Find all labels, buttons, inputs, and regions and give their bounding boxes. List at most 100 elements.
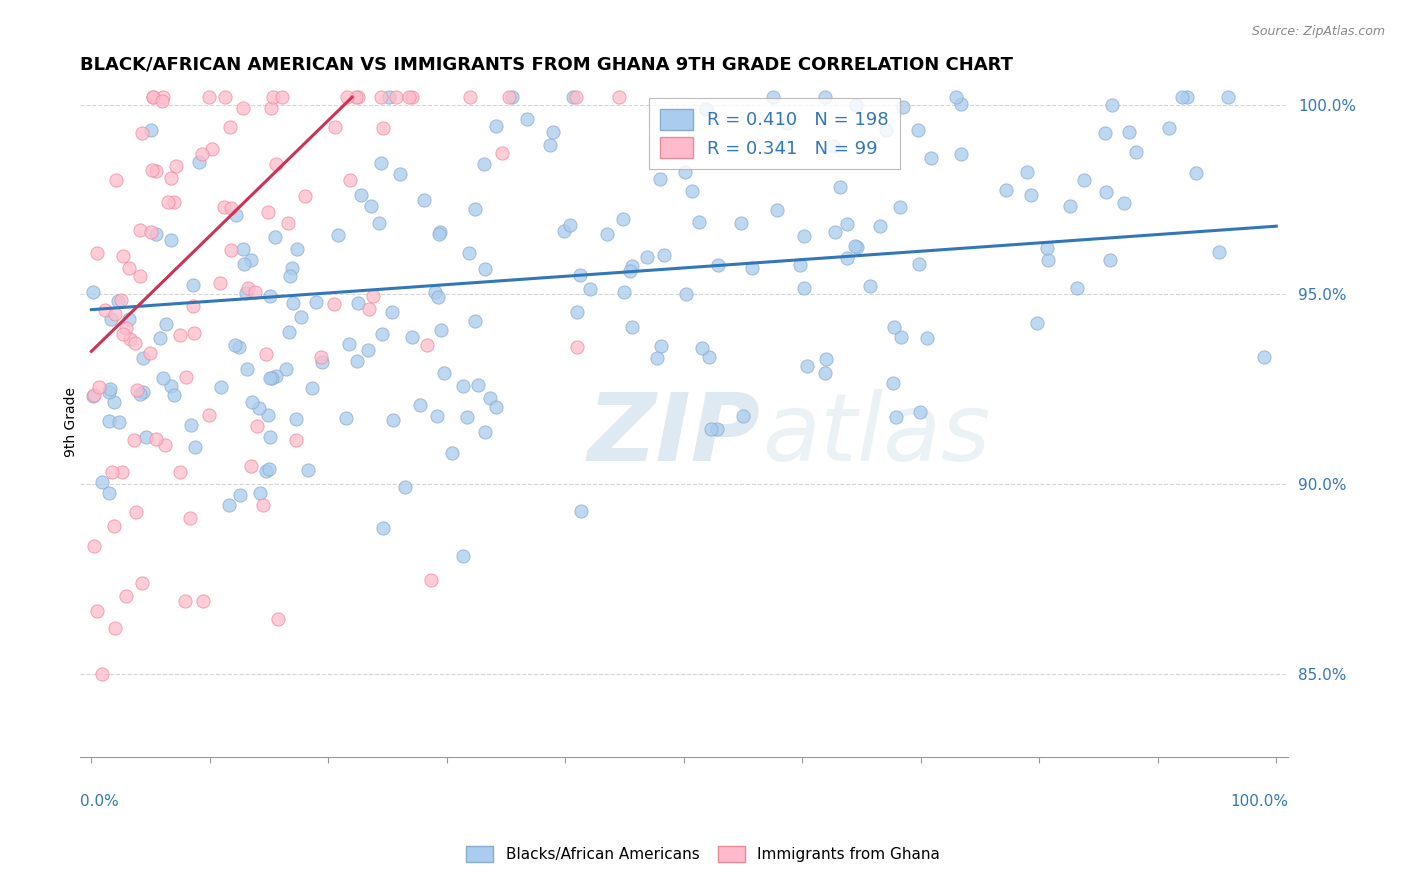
- Point: [94, 302, 117, 317]
- Point: [706, 258, 728, 272]
- Point: [262, 90, 284, 104]
- Point: [112, 326, 135, 341]
- Point: [893, 100, 915, 114]
- Point: [131, 575, 153, 590]
- Point: [401, 90, 423, 104]
- Point: [294, 189, 316, 203]
- Point: [183, 326, 205, 340]
- Point: [908, 257, 931, 271]
- Legend: Blacks/African Americans, Immigrants from Ghana: Blacks/African Americans, Immigrants fro…: [460, 840, 946, 868]
- Point: [762, 90, 785, 104]
- Point: [181, 277, 204, 292]
- Point: [141, 163, 163, 178]
- Point: [346, 354, 368, 368]
- Point: [264, 368, 287, 383]
- Point: [1159, 120, 1181, 135]
- Point: [821, 138, 844, 153]
- Point: [111, 465, 134, 479]
- Point: [122, 433, 145, 447]
- Point: [236, 280, 259, 294]
- Point: [648, 172, 671, 186]
- Point: [243, 285, 266, 300]
- Point: [101, 465, 124, 479]
- Point: [141, 123, 163, 137]
- Point: [165, 159, 187, 173]
- Point: [142, 90, 165, 104]
- Point: [214, 90, 236, 104]
- Point: [607, 90, 630, 104]
- Point: [789, 259, 811, 273]
- Point: [103, 519, 125, 533]
- Point: [132, 385, 155, 400]
- Point: [385, 90, 408, 104]
- Point: [135, 430, 157, 444]
- Point: [115, 589, 138, 603]
- Point: [1066, 281, 1088, 295]
- Point: [908, 405, 931, 419]
- Point: [83, 539, 105, 553]
- Point: [335, 410, 357, 425]
- Point: [198, 90, 221, 104]
- Point: [169, 328, 191, 343]
- Point: [104, 621, 127, 635]
- Point: [225, 208, 247, 222]
- Point: [118, 261, 141, 276]
- Point: [337, 337, 360, 351]
- Point: [208, 277, 231, 291]
- Point: [240, 253, 263, 268]
- Point: [260, 371, 283, 385]
- Point: [498, 90, 520, 104]
- Point: [118, 332, 141, 346]
- Point: [347, 296, 370, 310]
- Point: [153, 438, 176, 452]
- Point: [1094, 126, 1116, 140]
- Point: [467, 378, 489, 392]
- Point: [382, 413, 405, 427]
- Point: [278, 325, 301, 339]
- Point: [1019, 188, 1042, 202]
- Point: [254, 464, 277, 478]
- Point: [451, 549, 474, 563]
- Point: [82, 389, 104, 403]
- Point: [187, 154, 209, 169]
- Point: [209, 380, 232, 394]
- Point: [620, 259, 643, 273]
- Point: [568, 268, 591, 282]
- Point: [256, 205, 278, 219]
- Point: [301, 381, 323, 395]
- Point: [104, 307, 127, 321]
- Point: [377, 90, 399, 104]
- Point: [569, 503, 592, 517]
- Point: [1112, 195, 1135, 210]
- Point: [433, 366, 456, 380]
- Point: [309, 350, 332, 364]
- Point: [793, 280, 815, 294]
- Point: [945, 90, 967, 104]
- Point: [373, 121, 395, 136]
- Text: 100.0%: 100.0%: [1230, 794, 1288, 809]
- Point: [429, 225, 451, 239]
- Point: [579, 281, 602, 295]
- Point: [266, 157, 288, 171]
- Point: [688, 215, 710, 229]
- Point: [474, 157, 496, 171]
- Point: [257, 462, 280, 476]
- Point: [356, 343, 378, 357]
- Point: [700, 422, 723, 436]
- Point: [612, 212, 634, 227]
- Point: [179, 511, 201, 525]
- Point: [621, 320, 644, 334]
- Point: [174, 594, 197, 608]
- Point: [228, 339, 250, 353]
- Point: [675, 287, 697, 301]
- Point: [285, 411, 308, 425]
- Point: [339, 173, 361, 187]
- Point: [111, 249, 134, 263]
- Point: [553, 224, 575, 238]
- Text: 0.0%: 0.0%: [80, 794, 118, 809]
- Point: [129, 386, 152, 401]
- Point: [1095, 185, 1118, 199]
- Point: [1118, 125, 1140, 139]
- Point: [491, 146, 513, 161]
- Point: [485, 400, 508, 414]
